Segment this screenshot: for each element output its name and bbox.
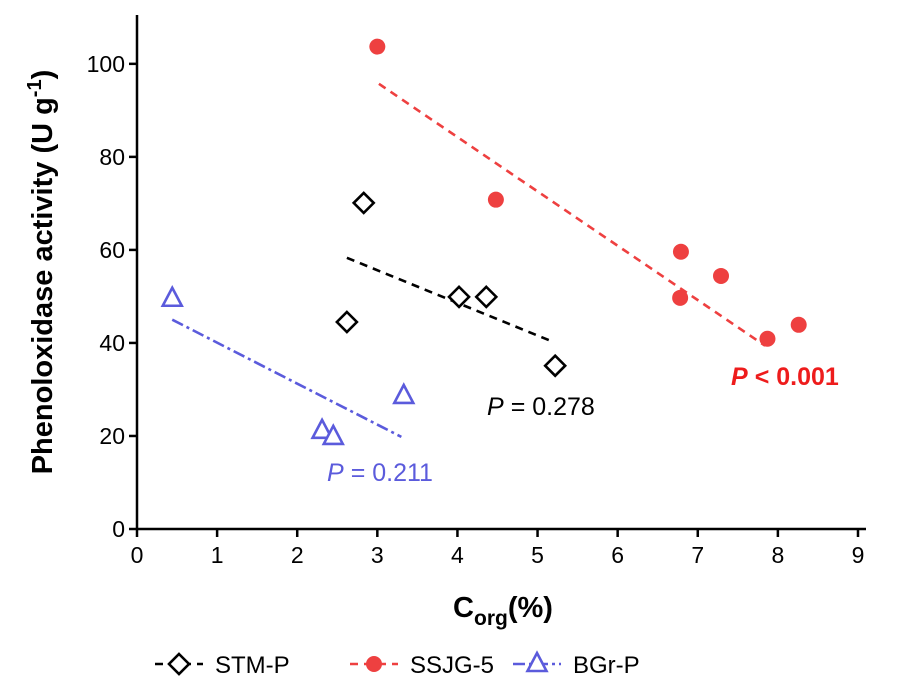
y-tick-label: 80 — [99, 144, 125, 170]
annotation: P = 0.278 — [487, 393, 595, 421]
point — [543, 353, 568, 378]
x-label-end: (%) — [508, 592, 553, 624]
point — [487, 191, 504, 208]
point — [321, 423, 345, 446]
annotation-text: = 0.211 — [351, 459, 433, 487]
y-tick-label: 40 — [99, 330, 125, 356]
point — [160, 284, 184, 308]
legend-marker — [366, 656, 382, 672]
x-tick-label: 2 — [291, 542, 304, 568]
x-tick-label: 0 — [131, 542, 144, 568]
point — [713, 267, 730, 284]
x-tick-label: 9 — [852, 542, 865, 568]
annotation: P = 0.211 — [327, 459, 433, 487]
annotation-italic: P — [327, 459, 344, 487]
x-tick-label: 5 — [531, 542, 544, 568]
point — [672, 243, 689, 260]
y-label-sup: -1 — [24, 79, 46, 97]
x-tick-label: 1 — [211, 542, 224, 568]
x-label-sub: org — [474, 607, 508, 630]
point — [310, 417, 334, 440]
y-tick-label: 100 — [87, 51, 125, 77]
point — [790, 316, 807, 333]
y-label-end: ) — [27, 70, 59, 80]
y-tick-label: 20 — [99, 423, 125, 449]
trend-line — [378, 82, 766, 347]
x-label-main: C — [453, 592, 474, 624]
x-tick-label: 8 — [771, 542, 784, 568]
x-tick-label: 3 — [371, 542, 384, 568]
legend-marker — [525, 650, 549, 673]
point — [474, 285, 499, 309]
trend-line — [346, 256, 552, 343]
x-axis-label: Corg(%) — [453, 592, 553, 630]
point — [672, 289, 689, 306]
annotation-text: = 0.278 — [511, 393, 595, 421]
x-tick-label: 7 — [691, 542, 704, 568]
annotation-italic: P — [731, 363, 748, 391]
point — [335, 310, 359, 334]
legend-label: BGr-P — [573, 652, 640, 679]
annotation-text: < 0.001 — [755, 363, 839, 391]
y-axis-label: Phenoloxidase activity (U g-1) — [24, 70, 59, 475]
y-tick-label: 60 — [99, 237, 125, 263]
point — [759, 330, 776, 347]
x-tick-label: 4 — [451, 542, 464, 568]
annotation-italic: P — [487, 393, 504, 421]
annotation: P < 0.001 — [731, 363, 839, 391]
point — [447, 285, 471, 309]
y-label-main: Phenoloxidase activity (U g — [27, 97, 59, 474]
point — [392, 382, 416, 405]
legend-label: SSJG-5 — [410, 652, 494, 679]
x-tick-label: 6 — [611, 542, 624, 568]
trend-line — [171, 318, 402, 439]
point — [351, 191, 376, 215]
point — [369, 38, 386, 55]
legend-label: STM-P — [215, 652, 290, 679]
y-tick-label: 0 — [112, 516, 125, 542]
legend-marker — [167, 652, 191, 676]
